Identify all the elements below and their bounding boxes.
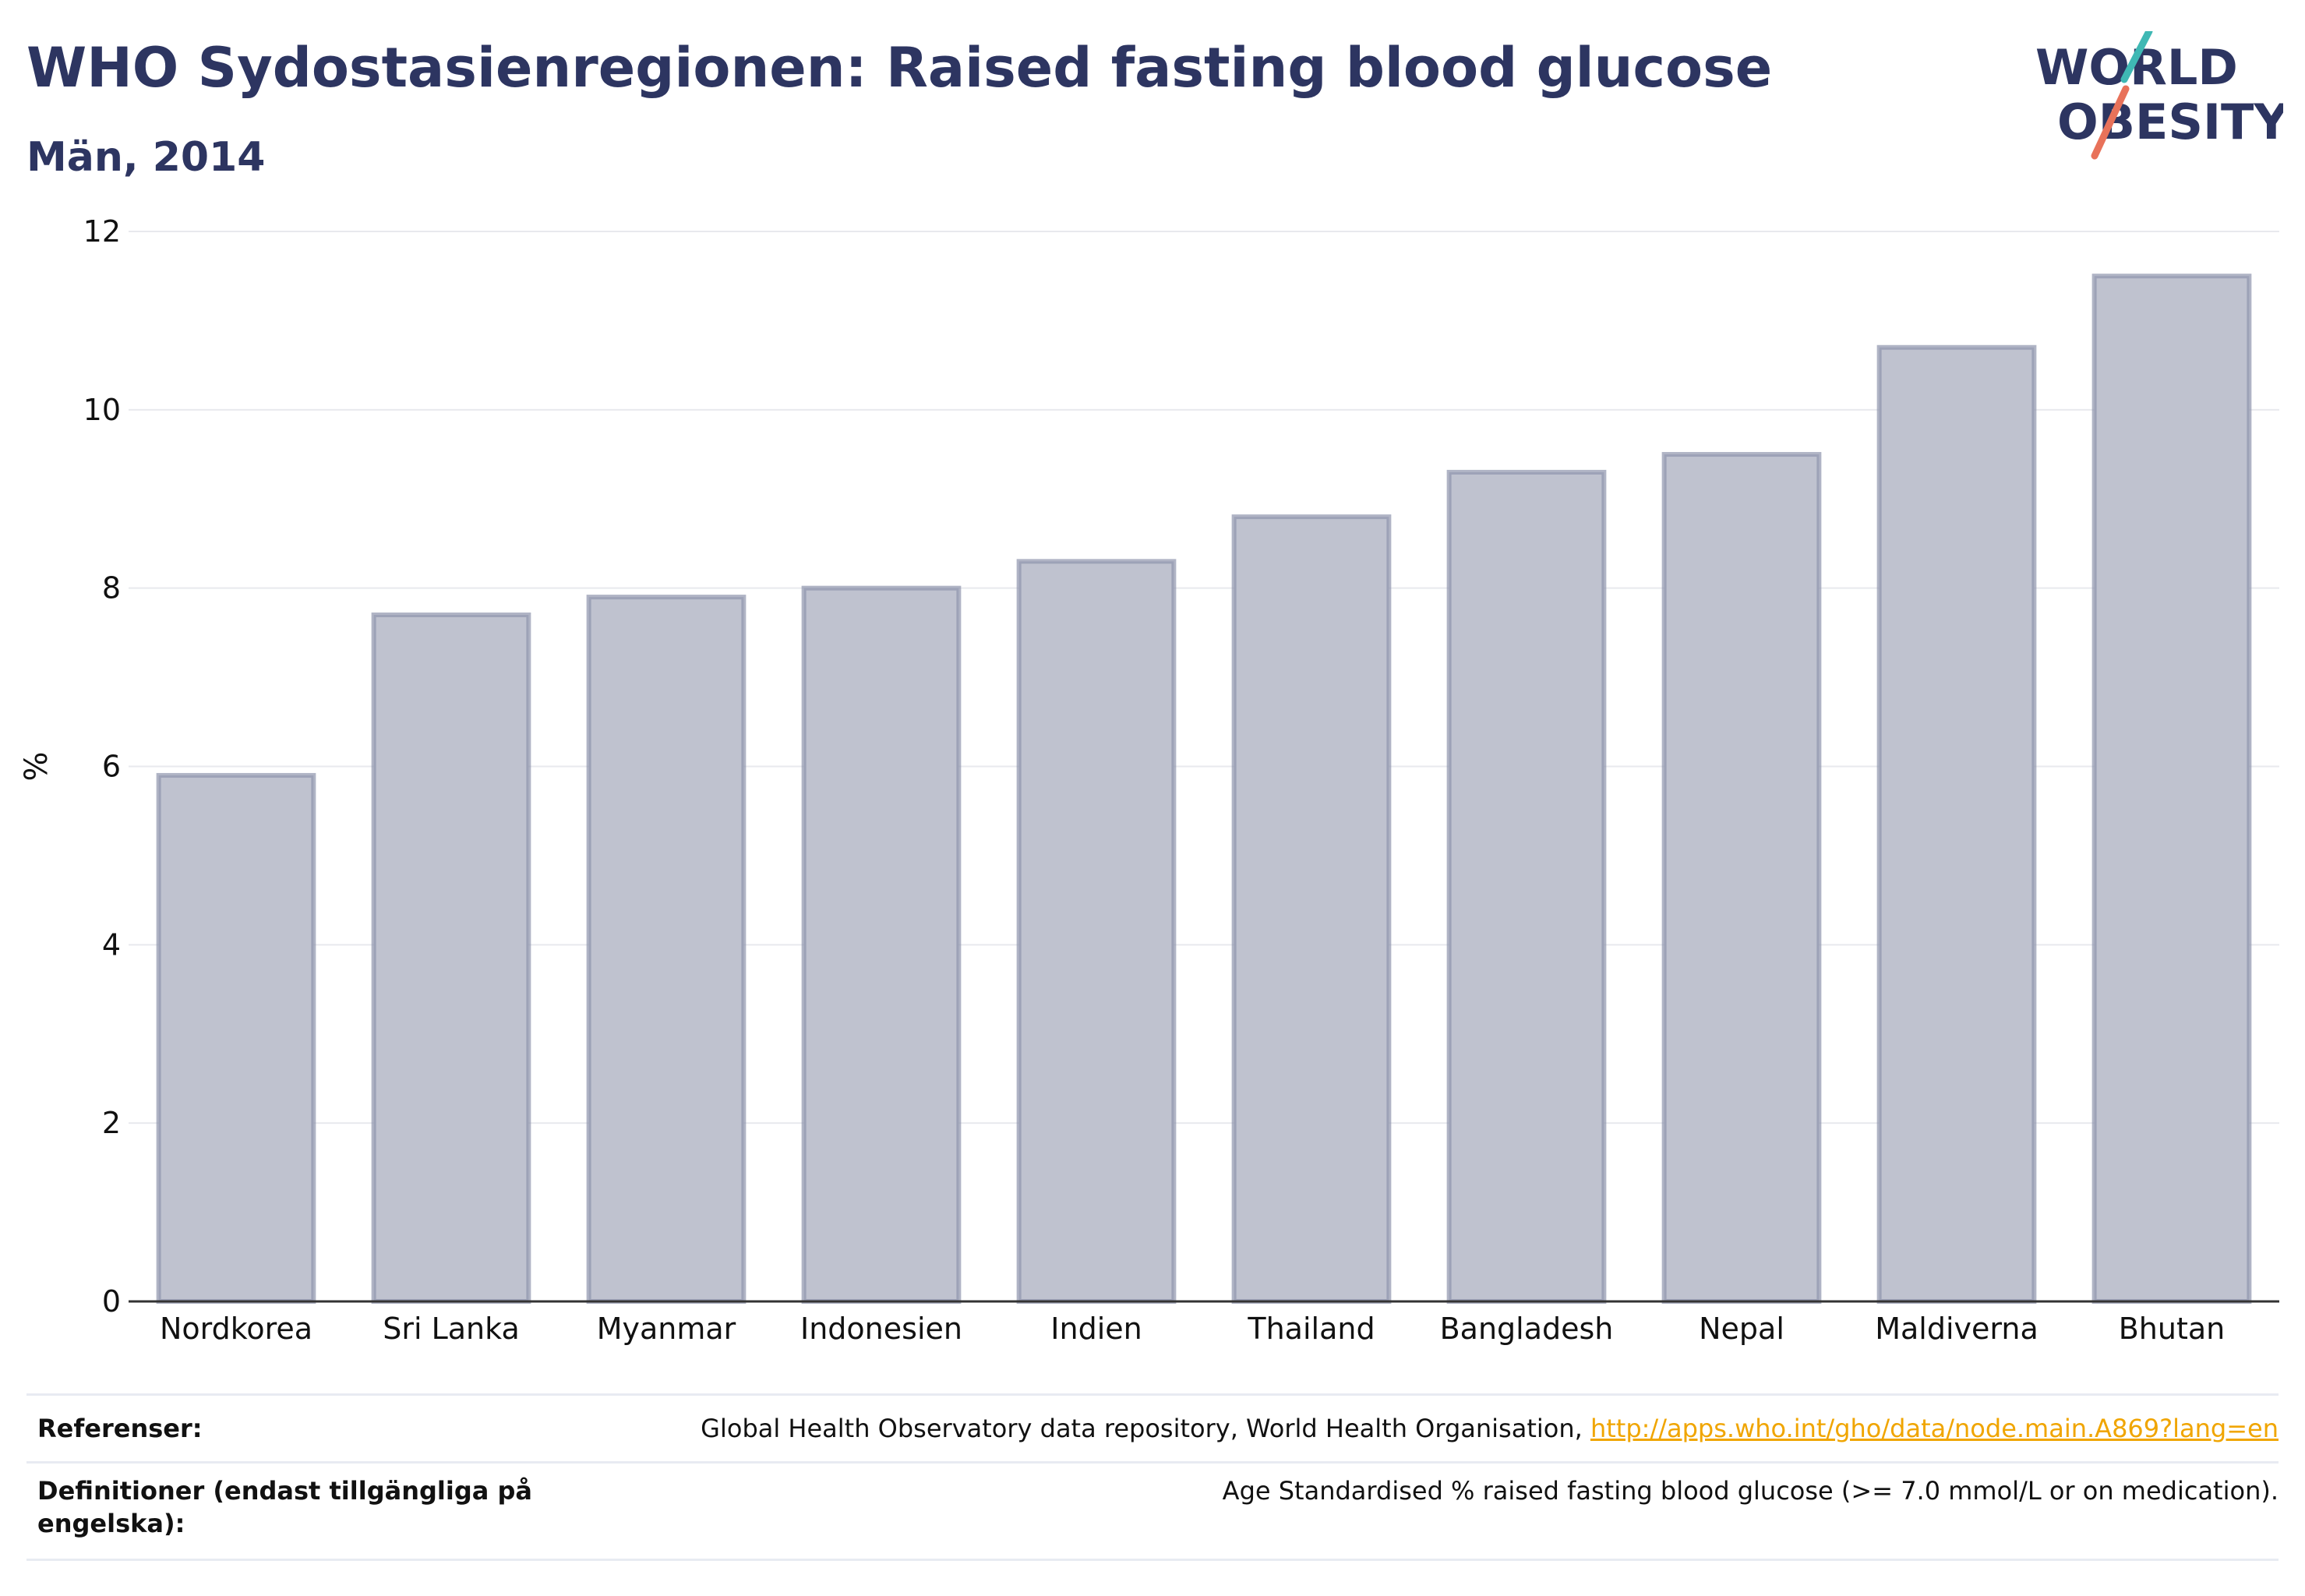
- world-obesity-logo: WORLD OBESITY: [2035, 31, 2283, 160]
- y-tick-label: 10: [83, 393, 121, 427]
- x-tick-label: Myanmar: [597, 1312, 736, 1346]
- definitions-label: Definitioner (endast tillgängliga på eng…: [37, 1476, 532, 1538]
- references-link[interactable]: http://apps.who.int/gho/data/node.main.A…: [1590, 1414, 2279, 1443]
- bar-maldiverna: [1876, 344, 2037, 1304]
- y-tick-labels: 0 2 4 6 8 10 12: [83, 214, 121, 1319]
- x-tick-label: Nordkorea: [160, 1312, 312, 1346]
- bar-nordkorea: [156, 772, 316, 1304]
- x-tick-label: Bhutan: [2119, 1312, 2226, 1346]
- definitions-row: Definitioner (endast tillgängliga på eng…: [26, 1461, 2279, 1561]
- y-tick-label: 12: [83, 214, 121, 249]
- bar-bhutan: [2091, 274, 2252, 1304]
- bar-sri-lanka: [371, 612, 531, 1304]
- y-tick-label: 4: [102, 927, 121, 962]
- bar-bangladesh: [1446, 469, 1607, 1304]
- bar-indonesien: [801, 585, 962, 1304]
- x-tick-label: Bangladesh: [1440, 1312, 1614, 1346]
- logo-text-obesity: OBESITY: [2057, 94, 2283, 150]
- bar-myanmar: [586, 595, 747, 1304]
- x-tick-label: Sri Lanka: [383, 1312, 520, 1346]
- y-tick-label: 6: [102, 750, 121, 784]
- y-axis-label: %: [19, 751, 55, 781]
- logo-slash-teal: [2120, 31, 2153, 83]
- x-tick-label: Indien: [1050, 1312, 1142, 1346]
- references-label: Referenser:: [37, 1414, 203, 1443]
- y-tick-label: 8: [102, 571, 121, 606]
- bar-nepal: [1661, 452, 1822, 1305]
- y-tick-label: 0: [102, 1284, 121, 1319]
- bar-indien: [1016, 559, 1177, 1304]
- references-text: Global Health Observatory data repositor…: [701, 1414, 1590, 1443]
- x-tick-label: Nepal: [1699, 1312, 1784, 1346]
- definitions-value: Age Standardised % raised fasting blood …: [1222, 1476, 2279, 1506]
- x-tick-label: Maldiverna: [1875, 1312, 2038, 1346]
- y-tick-label: 2: [102, 1106, 121, 1140]
- x-tick-label: Indonesien: [800, 1312, 962, 1346]
- page-subtitle: Män, 2014: [26, 134, 266, 181]
- page-title: WHO Sydostasienregionen: Raised fasting …: [26, 36, 1773, 100]
- logo-slash-coral: [2091, 85, 2130, 160]
- bar-chart: 0 2 4 6 8 10 12 Nordkorea Sri Lanka Myanmar Indon…: [19, 214, 2279, 1346]
- bar-thailand: [1231, 514, 1392, 1304]
- references-table: Referenser: Global Health Observatory da…: [26, 1393, 2279, 1561]
- x-tick-labels: Nordkorea Sri Lanka Myanmar Indonesien Indie…: [160, 1312, 2225, 1346]
- bars: [156, 274, 2252, 1305]
- references-row: Referenser: Global Health Observatory da…: [26, 1393, 2279, 1461]
- references-value: Global Health Observatory data repositor…: [701, 1412, 2279, 1445]
- x-tick-label: Thailand: [1247, 1312, 1375, 1346]
